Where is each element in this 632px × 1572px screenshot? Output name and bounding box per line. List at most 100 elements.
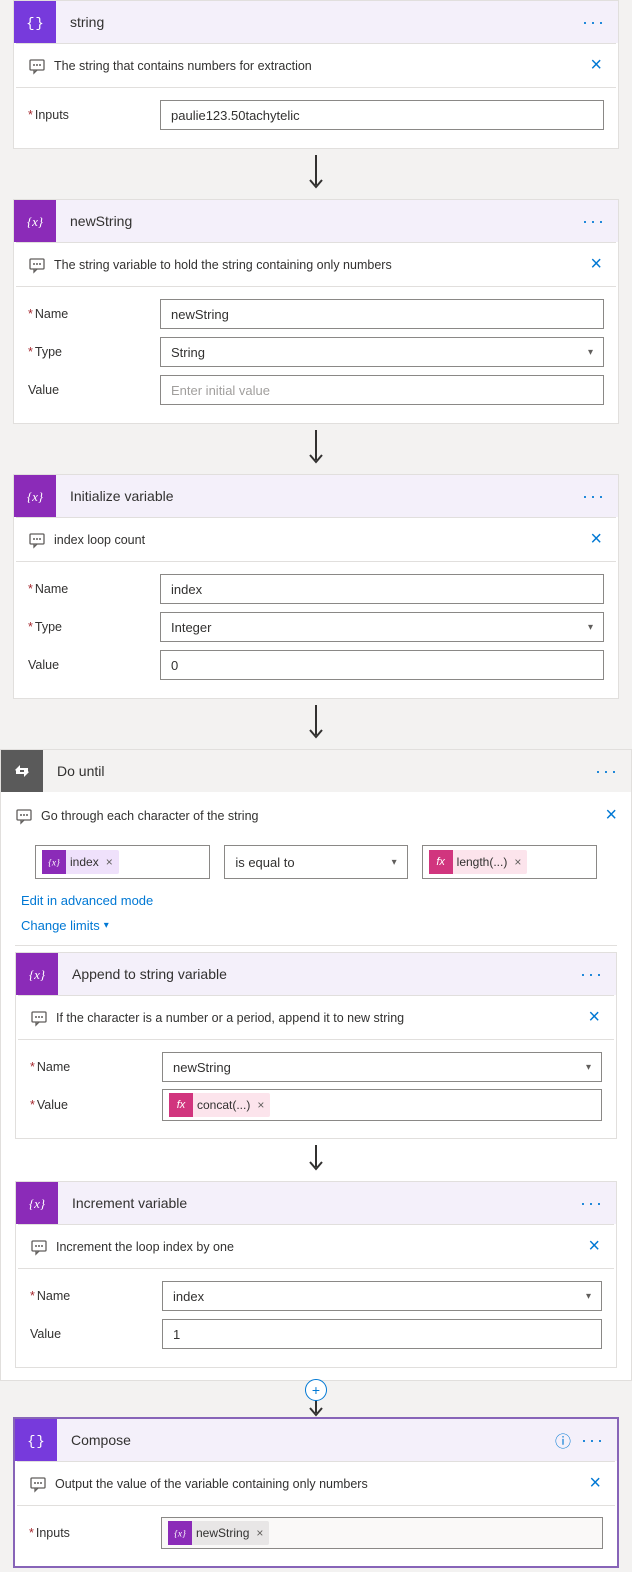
card-header[interactable]: Do until ··· [1, 750, 631, 792]
action-card-init-variable: Initialize variable ··· index loop count… [13, 474, 619, 699]
chevron-down-icon: ▾ [588, 622, 593, 633]
menu-button[interactable]: ··· [582, 486, 606, 507]
value-label: Value [28, 658, 160, 672]
close-icon[interactable]: × [590, 54, 602, 77]
inputs-label: Inputs [28, 108, 160, 122]
close-icon[interactable]: × [605, 804, 617, 827]
close-icon[interactable]: × [588, 1235, 600, 1258]
type-value: Integer [171, 620, 588, 635]
card-title: Increment variable [58, 1195, 580, 1211]
change-limits-link[interactable]: Change limits ▾ [1, 912, 631, 945]
card-header[interactable]: Append to string variable ··· [16, 953, 616, 995]
value-input[interactable] [160, 375, 604, 405]
comment-text: Increment the loop index by one [50, 1240, 588, 1254]
value-input[interactable]: fx concat(...) × [162, 1089, 602, 1121]
name-label: Name [30, 1060, 162, 1074]
card-header[interactable]: string ··· [14, 1, 618, 43]
inputs-input[interactable] [160, 100, 604, 130]
menu-button[interactable]: ··· [582, 211, 606, 232]
variable-icon [168, 1521, 192, 1545]
name-label: Name [28, 582, 160, 596]
menu-button[interactable]: ··· [581, 1430, 605, 1451]
comment-text: The string variable to hold the string c… [48, 258, 590, 272]
action-card-string: string ··· The string that contains numb… [13, 0, 619, 149]
comment-text: If the character is a number or a period… [50, 1011, 588, 1025]
card-header[interactable]: newString ··· [14, 200, 618, 242]
loop-icon [1, 750, 43, 792]
close-icon[interactable]: × [589, 1472, 601, 1495]
inputs-input[interactable]: newString × [161, 1517, 603, 1549]
value-input[interactable] [162, 1319, 602, 1349]
comment-row: If the character is a number or a period… [18, 995, 614, 1040]
variable-token[interactable]: newString × [168, 1521, 269, 1545]
name-label: Name [30, 1289, 162, 1303]
edit-advanced-link[interactable]: Edit in advanced mode [1, 887, 631, 912]
name-select[interactable]: newString ▾ [162, 1052, 602, 1082]
variable-token[interactable]: index × [42, 850, 119, 874]
comment-row: index loop count × [16, 517, 616, 562]
connector-arrow [0, 149, 632, 199]
operator-value: is equal to [235, 855, 294, 870]
card-header[interactable]: Increment variable ··· [16, 1182, 616, 1224]
chevron-down-icon: ▾ [104, 920, 109, 931]
fx-token[interactable]: fx concat(...) × [169, 1093, 270, 1117]
name-input[interactable] [160, 574, 604, 604]
variable-icon [42, 850, 66, 874]
braces-icon [15, 1419, 57, 1461]
close-icon[interactable]: × [590, 528, 602, 551]
action-card-compose: Compose ⓘ ··· Output the value of the va… [13, 1417, 619, 1568]
token-label: concat(...) [197, 1098, 250, 1112]
action-card-newstring: newString ··· The string variable to hol… [13, 199, 619, 424]
token-remove-icon[interactable]: × [106, 855, 113, 869]
card-title: Compose [57, 1432, 555, 1448]
comment-row: Output the value of the variable contain… [17, 1461, 615, 1506]
menu-button[interactable]: ··· [595, 761, 619, 782]
comment-row: Go through each character of the string … [1, 792, 631, 831]
menu-button[interactable]: ··· [582, 12, 606, 33]
comment-text: Output the value of the variable contain… [49, 1477, 589, 1491]
help-icon[interactable]: ⓘ [555, 1428, 571, 1452]
add-step-button[interactable]: + [305, 1379, 327, 1401]
comment-icon [15, 807, 35, 825]
variable-icon [16, 1182, 58, 1224]
menu-button[interactable]: ··· [580, 1193, 604, 1214]
token-remove-icon[interactable]: × [514, 855, 521, 869]
fx-icon: fx [429, 850, 453, 874]
card-title: newString [56, 213, 582, 229]
card-header[interactable]: Compose ⓘ ··· [15, 1419, 617, 1461]
token-label: index [70, 855, 99, 869]
comment-row: The string that contains numbers for ext… [16, 43, 616, 88]
comment-text: The string that contains numbers for ext… [48, 59, 590, 73]
token-label: length(...) [457, 855, 508, 869]
card-title: Do until [43, 763, 595, 779]
token-remove-icon[interactable]: × [256, 1526, 263, 1540]
type-label: Type [28, 345, 160, 359]
chevron-down-icon: ▾ [588, 347, 593, 358]
comment-text: Go through each character of the string [35, 809, 605, 823]
condition-operator[interactable]: is equal to ▾ [224, 845, 407, 879]
card-header[interactable]: Initialize variable ··· [14, 475, 618, 517]
variable-icon [14, 200, 56, 242]
comment-icon [28, 256, 48, 274]
name-select[interactable]: index ▾ [162, 1281, 602, 1311]
braces-icon [14, 1, 56, 43]
comment-icon [28, 57, 48, 75]
condition-right[interactable]: fx length(...) × [422, 845, 597, 879]
token-label: newString [196, 1526, 249, 1540]
chevron-down-icon: ▾ [586, 1062, 591, 1073]
connector-arrow [305, 1399, 327, 1421]
card-title: Append to string variable [58, 966, 580, 982]
name-input[interactable] [160, 299, 604, 329]
menu-button[interactable]: ··· [580, 964, 604, 985]
value-input[interactable] [160, 650, 604, 680]
condition-left[interactable]: index × [35, 845, 210, 879]
token-remove-icon[interactable]: × [257, 1098, 264, 1112]
type-select[interactable]: Integer ▾ [160, 612, 604, 642]
close-icon[interactable]: × [590, 253, 602, 276]
type-select[interactable]: String ▾ [160, 337, 604, 367]
comment-text: index loop count [48, 533, 590, 547]
fx-token[interactable]: fx length(...) × [429, 850, 528, 874]
chevron-down-icon: ▾ [586, 1291, 591, 1302]
close-icon[interactable]: × [588, 1006, 600, 1029]
inputs-label: Inputs [29, 1526, 161, 1540]
